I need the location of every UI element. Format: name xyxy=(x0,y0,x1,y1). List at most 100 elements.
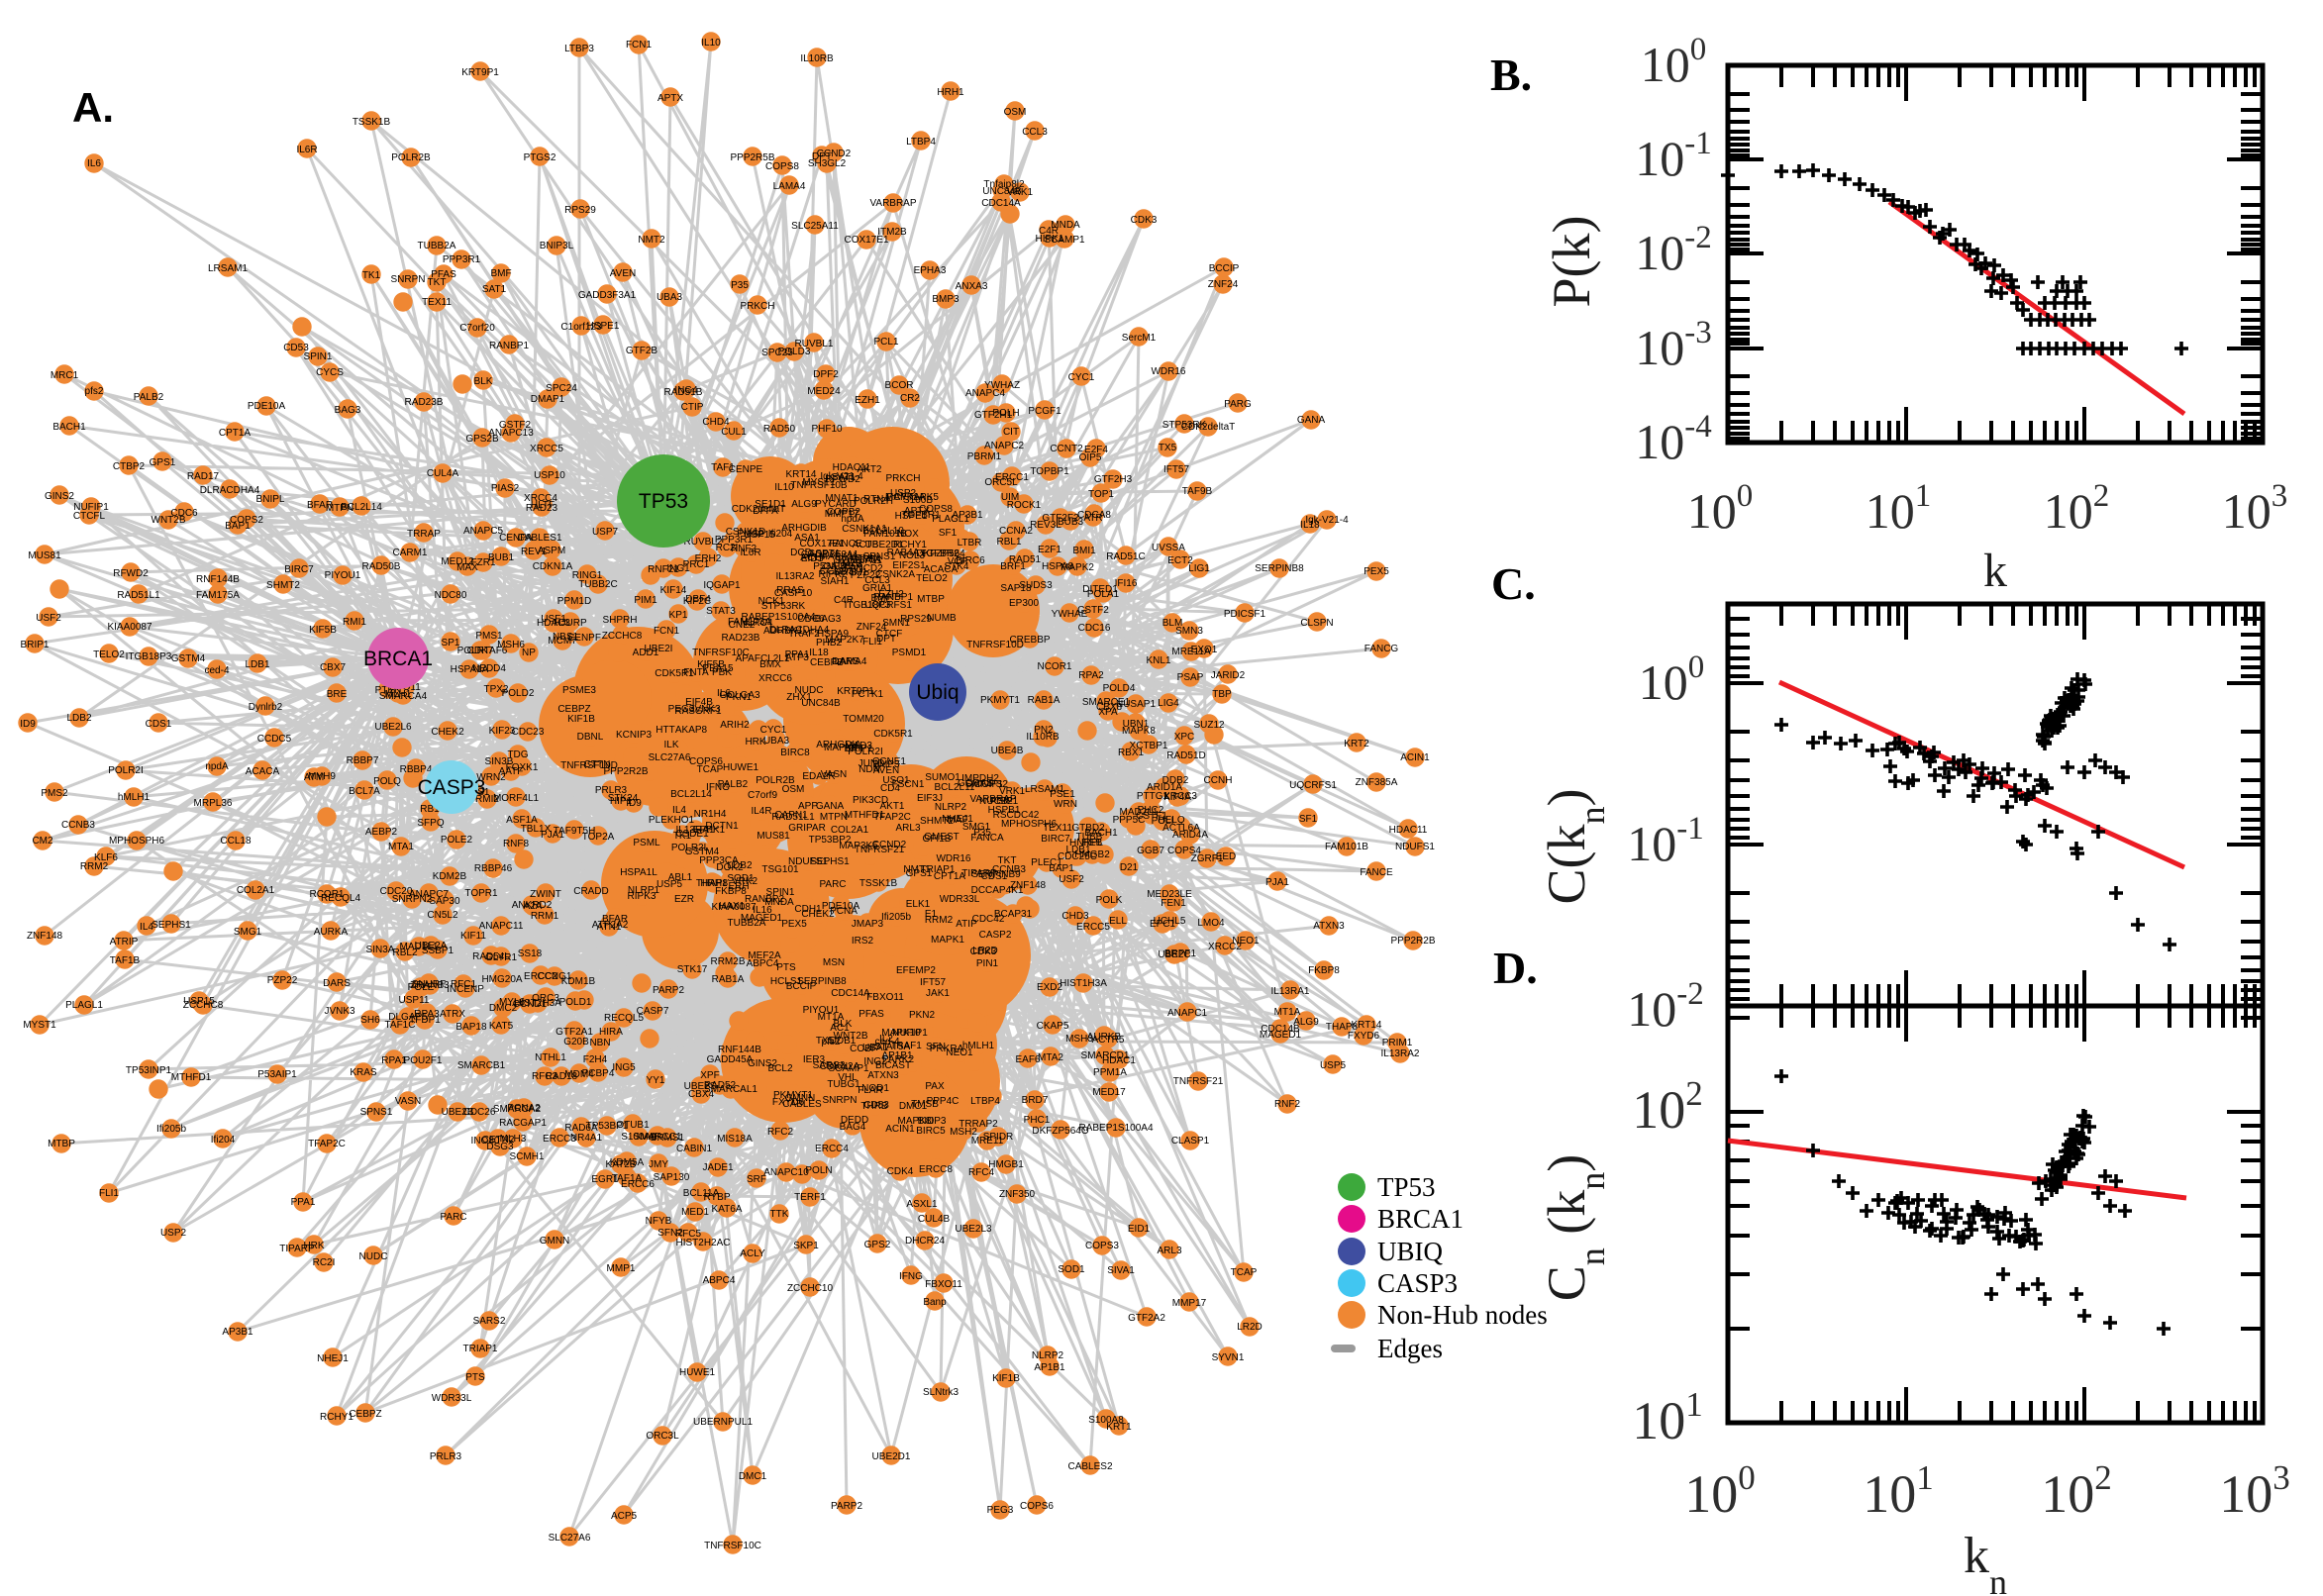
svg-text:SLC27A6: SLC27A6 xyxy=(649,752,691,763)
svg-text:PTS: PTS xyxy=(465,1372,485,1383)
svg-text:FANCG: FANCG xyxy=(1364,644,1399,654)
svg-text:CDC16: CDC16 xyxy=(1078,623,1111,634)
svg-text:ITM2B: ITM2B xyxy=(877,227,907,238)
svg-text:DMC1: DMC1 xyxy=(739,1471,767,1482)
svg-text:GPS1: GPS1 xyxy=(150,457,176,468)
svg-text:EIF3J: EIF3J xyxy=(917,793,943,804)
svg-text:RSCDC42: RSCDC42 xyxy=(993,810,1040,821)
svg-text:FANCE: FANCE xyxy=(1360,867,1393,878)
svg-text:TFAP2C: TFAP2C xyxy=(308,1139,346,1149)
svg-text:FANCA: FANCA xyxy=(970,833,1004,844)
svg-text:KIF2C: KIF2C xyxy=(683,596,711,607)
svg-text:JAK1: JAK1 xyxy=(926,988,950,999)
svg-text:XRCC6: XRCC6 xyxy=(758,673,792,684)
svg-text:NDUFS1: NDUFS1 xyxy=(1395,842,1435,852)
svg-text:PLAGL1: PLAGL1 xyxy=(65,1000,103,1011)
svg-text:SUZ12: SUZ12 xyxy=(1193,720,1225,731)
svg-text:SS18: SS18 xyxy=(518,948,543,959)
svg-text:SFN: SFN xyxy=(926,1042,946,1052)
svg-text:PPA1: PPA1 xyxy=(291,1197,316,1208)
svg-text:BCCIP: BCCIP xyxy=(1209,263,1240,274)
svg-text:CCDC5: CCDC5 xyxy=(257,734,292,745)
svg-text:ABPC4: ABPC4 xyxy=(703,1275,736,1286)
svg-text:ROCK1: ROCK1 xyxy=(1007,500,1042,511)
svg-text:MEF2A: MEF2A xyxy=(748,950,781,961)
svg-text:POLR2B: POLR2B xyxy=(756,775,795,786)
svg-text:DDB2: DDB2 xyxy=(1162,775,1189,786)
svg-text:CENPA: CENPA xyxy=(499,533,533,544)
svg-text:RBBP7: RBBP7 xyxy=(347,755,379,766)
svg-text:SAP130: SAP130 xyxy=(654,1172,690,1183)
svg-text:FNTA: FNTA xyxy=(683,667,709,678)
svg-text:HRH1: HRH1 xyxy=(700,878,728,889)
svg-text:ZNF24: ZNF24 xyxy=(1208,279,1239,290)
svg-text:S100A8: S100A8 xyxy=(1088,1415,1124,1426)
svg-text:LTBP3: LTBP3 xyxy=(564,44,594,54)
svg-text:CCND2: CCND2 xyxy=(817,149,852,159)
svg-text:SAT1: SAT1 xyxy=(482,284,507,295)
svg-text:COPS6: COPS6 xyxy=(1020,1501,1054,1512)
svg-text:TNFRSF21: TNFRSF21 xyxy=(1173,1076,1224,1087)
svg-text:ARID4A: ARID4A xyxy=(1172,830,1208,841)
svg-text:MAD1L1: MAD1L1 xyxy=(400,942,439,952)
svg-text:SNRPN: SNRPN xyxy=(390,274,425,285)
svg-text:GSPT1: GSPT1 xyxy=(808,549,841,559)
svg-text:VRK1: VRK1 xyxy=(1007,187,1034,198)
svg-text:BMF: BMF xyxy=(490,268,511,279)
svg-text:CDK3: CDK3 xyxy=(970,947,997,957)
svg-text:LR2D: LR2D xyxy=(1237,1322,1262,1333)
svg-text:CUL4A: CUL4A xyxy=(427,468,459,479)
svg-text:GTF2A2: GTF2A2 xyxy=(1128,1313,1165,1324)
svg-text:POLK: POLK xyxy=(1096,895,1123,906)
svg-text:PKMYT1: PKMYT1 xyxy=(980,695,1020,706)
svg-text:ARL3: ARL3 xyxy=(895,823,920,834)
svg-text:RAB1A: RAB1A xyxy=(712,974,745,985)
svg-text:IER3: IER3 xyxy=(803,1054,826,1065)
svg-text:CARM1: CARM1 xyxy=(392,548,427,558)
svg-text:TPX2: TPX2 xyxy=(483,684,508,695)
svg-text:PKMYT1: PKMYT1 xyxy=(773,1090,813,1101)
svg-text:GRIPAR: GRIPAR xyxy=(788,823,826,834)
svg-text:ADD1: ADD1 xyxy=(633,648,659,658)
svg-text:ZHX1: ZHX1 xyxy=(786,692,812,703)
svg-text:KIF4A: KIF4A xyxy=(1163,792,1191,803)
svg-text:A.: A. xyxy=(72,84,114,131)
svg-text:RRM2B: RRM2B xyxy=(710,956,745,967)
svg-text:ANAPC13: ANAPC13 xyxy=(488,428,534,439)
svg-text:SFPQ: SFPQ xyxy=(417,818,444,829)
svg-text:RAD51C: RAD51C xyxy=(1106,551,1145,562)
svg-text:DMAP1: DMAP1 xyxy=(531,394,565,405)
svg-text:KDM2B: KDM2B xyxy=(433,871,467,882)
svg-text:ATRX: ATRX xyxy=(440,1009,465,1020)
svg-text:CABLES2: CABLES2 xyxy=(1067,1461,1112,1472)
svg-text:MED17: MED17 xyxy=(1092,1087,1126,1098)
svg-text:AKT1: AKT1 xyxy=(879,801,904,812)
svg-text:MED1: MED1 xyxy=(681,1207,709,1218)
svg-text:PSAP: PSAP xyxy=(1177,672,1204,683)
svg-text:RACGAP1: RACGAP1 xyxy=(499,1118,547,1129)
svg-text:CKAP5: CKAP5 xyxy=(1037,1021,1069,1032)
svg-text:CDC14B: CDC14B xyxy=(1261,1024,1300,1035)
svg-text:Ifi205b: Ifi205b xyxy=(156,1124,186,1135)
svg-text:BIRC7: BIRC7 xyxy=(1041,834,1070,845)
svg-text:SYVN1: SYVN1 xyxy=(1212,1352,1245,1363)
svg-text:KAT5: KAT5 xyxy=(489,1021,514,1032)
svg-text:HUWE1: HUWE1 xyxy=(679,1367,716,1378)
svg-text:CENPE: CENPE xyxy=(729,464,763,475)
svg-text:BCL2L14: BCL2L14 xyxy=(341,502,382,513)
svg-text:ZNF385A: ZNF385A xyxy=(1356,777,1398,788)
svg-text:IFNG: IFNG xyxy=(899,1271,923,1282)
svg-text:TGFBR2: TGFBR2 xyxy=(920,549,960,559)
svg-text:PRC1: PRC1 xyxy=(683,559,710,570)
svg-text:WDR16: WDR16 xyxy=(1151,366,1185,377)
svg-text:CCNA2: CCNA2 xyxy=(999,526,1033,537)
svg-text:CDC20: CDC20 xyxy=(380,886,413,897)
svg-text:VASN: VASN xyxy=(395,1096,422,1107)
svg-text:RIPK2: RIPK2 xyxy=(819,569,848,580)
svg-text:SH6: SH6 xyxy=(360,1015,380,1026)
svg-text:Ifi205b: Ifi205b xyxy=(881,912,911,923)
svg-text:BRIP1: BRIP1 xyxy=(21,640,50,650)
svg-text:RANBP1: RANBP1 xyxy=(489,341,529,351)
svg-text:CN5L2: CN5L2 xyxy=(427,910,458,921)
svg-text:JARID2: JARID2 xyxy=(1211,670,1246,681)
